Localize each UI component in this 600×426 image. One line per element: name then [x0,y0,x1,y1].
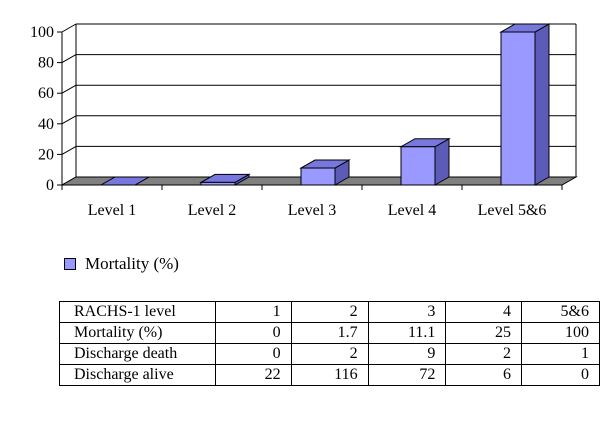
side-gridline [61,84,77,94]
table-cell: 2 [290,301,369,323]
bar-front [400,146,436,186]
y-tick-label: 20 [38,146,54,163]
table-cell: 0 [215,322,292,344]
bar-front [300,167,336,186]
table-row: Discharge death 0 2 9 2 1 [58,343,600,365]
y-tick-label: 40 [38,116,54,133]
table-cell: 0 [215,343,292,365]
row-label: RACHS-1 level [58,301,217,323]
x-tick-label: Level 5&6 [478,202,547,219]
x-tick-label: Level 4 [388,202,436,219]
y-axis-ticks: 0 20 40 60 80 100 [30,24,62,194]
side-gridline [61,54,77,64]
bar [199,173,251,186]
table-row: RACHS-1 level 1 2 3 4 5&6 [58,301,600,323]
legend-label: Mortality (%) [85,254,179,273]
table-cell: 25 [445,322,523,344]
row-label: Discharge death [58,343,217,365]
side-gridline [61,145,77,155]
y-tick-label: 80 [38,55,54,72]
y-tick-label: 60 [38,85,54,102]
table-cell: 3 [367,301,447,323]
table-cell: 6 [445,364,523,386]
y-tick-label: 0 [46,177,54,194]
table-cell: 72 [367,364,447,386]
table-cell: 22 [215,364,292,386]
chart-bars [99,23,551,186]
table-cell: 5&6 [521,301,600,323]
table-cell: 9 [367,343,447,365]
x-tick-label: Level 3 [288,202,336,219]
y-tick-label: 100 [30,24,54,41]
bar [399,137,451,186]
chart-legend: Mortality (%) [64,252,179,276]
table-cell: 1 [521,343,600,365]
table-cell: 0 [521,364,600,386]
table-cell: 2 [290,343,369,365]
bar-side [534,23,550,186]
legend-swatch [64,258,76,270]
bar [299,159,351,186]
bar-top [99,176,151,186]
table-cell: 1 [215,301,292,323]
bar-front [200,181,236,186]
table-cell: 1.7 [290,322,369,344]
bar-front [500,31,536,186]
table-cell: 2 [445,343,523,365]
data-table: RACHS-1 level 1 2 3 4 5&6 Mortality (%) … [58,301,600,386]
x-axis-ticks: Level 1 Level 2 Level 3 Level 4 Level 5&6 [61,185,563,219]
bar [99,176,151,186]
x-tick-label: Level 2 [188,202,236,219]
x-tick-label: Level 1 [88,202,136,219]
bar [499,23,551,186]
table-row: Discharge alive 22 116 72 6 0 [58,364,600,386]
table-row: Mortality (%) 0 1.7 11.1 25 100 [58,322,600,344]
side-gridline [61,23,77,33]
side-gridline [61,115,77,125]
table-cell: 4 [445,301,523,323]
table-cell: 100 [521,322,600,344]
row-label: Discharge alive [58,364,217,386]
table-cell: 11.1 [367,322,447,344]
row-label: Mortality (%) [58,322,217,344]
table-cell: 116 [290,364,369,386]
